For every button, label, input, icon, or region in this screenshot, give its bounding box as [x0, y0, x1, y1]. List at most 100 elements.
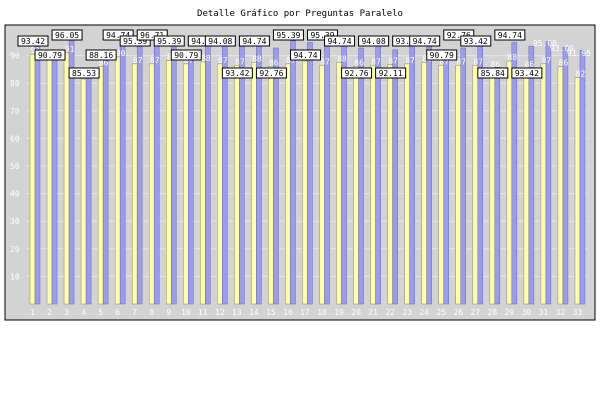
- bar-series-1: [409, 45, 415, 305]
- y-tick-label: 90: [10, 52, 20, 61]
- data-label-series-2: 86: [354, 59, 364, 68]
- data-label-series-1: 94.08: [362, 37, 386, 46]
- data-label-series-1: 94.74: [413, 37, 437, 46]
- bar-series-1: [426, 42, 432, 305]
- bar-series-2: [200, 61, 206, 305]
- bar-series-1: [153, 36, 160, 305]
- bar-series-1: [136, 40, 143, 305]
- data-label-series-2: 86: [559, 59, 569, 68]
- x-tick-label: 14: [249, 308, 259, 317]
- data-label-series-2: 87: [133, 56, 143, 65]
- data-label-series-1: 93.42: [21, 37, 45, 46]
- x-tick-label: 11: [198, 308, 208, 317]
- data-label-series-1: 95.39: [276, 31, 300, 40]
- data-label-box: [426, 49, 458, 61]
- data-label-box: [375, 67, 407, 79]
- bar-series-2: [421, 62, 427, 305]
- x-tick-label: 8: [149, 308, 154, 317]
- x-tick-label: 22: [385, 308, 395, 317]
- bar-series-1: [34, 45, 41, 305]
- data-label-box: [119, 35, 151, 47]
- data-label-series-1: 93.42: [225, 69, 249, 78]
- bar-series-2: [370, 65, 376, 305]
- data-label-series-1: 90.79: [430, 51, 454, 60]
- data-label-box: [238, 35, 270, 47]
- bar-series-2: [217, 63, 223, 305]
- bar-series-2: [80, 78, 87, 305]
- bar-series-2: [148, 63, 155, 305]
- data-label-box: [272, 29, 304, 41]
- data-label-box: [17, 35, 49, 47]
- data-label-series-2: 86: [269, 59, 279, 68]
- bar-series-1: [290, 40, 296, 305]
- bar-series-2: [455, 65, 462, 305]
- bar-series-2: [114, 56, 121, 305]
- data-label-series-2: 86: [99, 59, 109, 68]
- data-label-series-1: 92.11: [379, 69, 403, 78]
- x-tick-label: 33: [573, 308, 583, 317]
- y-tick-label: 50: [10, 162, 20, 171]
- data-label-box: [358, 35, 390, 47]
- bar-series-1: [460, 47, 467, 305]
- data-label-series-1: 85.84: [481, 69, 505, 78]
- y-tick-label: 80: [10, 79, 20, 88]
- data-label-series-1: 94.74: [293, 51, 317, 60]
- x-tick-label: 1: [30, 308, 35, 317]
- bar-series-1: [511, 42, 518, 305]
- bar-series-2: [523, 67, 530, 305]
- data-label-series-1: 94.74: [106, 31, 130, 40]
- x-tick-label: 25: [436, 308, 446, 317]
- bar-series-1: [562, 47, 569, 305]
- bar-series-1: [273, 47, 279, 305]
- data-label-series-1: 95.00: [533, 39, 557, 48]
- bar-series-2: [353, 66, 359, 305]
- data-label-series-1: 95.39: [123, 37, 147, 46]
- bar-series-1: [341, 42, 347, 305]
- y-tick-label: 60: [10, 134, 20, 143]
- bar-series-1: [222, 44, 228, 305]
- data-label-box: [136, 29, 168, 41]
- data-label-series-2: 87: [218, 56, 228, 65]
- bar-series-2: [472, 65, 479, 305]
- data-label-box: [511, 67, 543, 79]
- data-label-series-2: 87: [473, 57, 483, 66]
- bar-series-2: [404, 63, 410, 305]
- bar-series-1: [392, 49, 398, 305]
- data-label-box: [153, 35, 185, 47]
- data-label-series-2: 91: [65, 45, 75, 54]
- data-label-series-2: 87: [388, 57, 398, 66]
- bar-series-2: [46, 58, 53, 305]
- bar-series-1: [307, 42, 313, 305]
- x-tick-label: 12: [215, 308, 225, 317]
- bar-series-2: [234, 65, 240, 305]
- x-tick-label: 15: [266, 308, 276, 317]
- data-label-box: [307, 29, 339, 41]
- data-label-box: [85, 49, 117, 61]
- bar-series-1: [375, 44, 381, 305]
- bar-series-1: [545, 41, 552, 305]
- y-tick-label: 40: [10, 190, 20, 199]
- x-tick-label: 23: [402, 308, 412, 317]
- bar-series-2: [438, 65, 444, 305]
- data-label-series-2: 82: [576, 70, 586, 79]
- data-label-series-1: 90.79: [174, 51, 198, 60]
- bar-series-1: [579, 49, 586, 305]
- data-label-series-2: 87: [542, 56, 552, 65]
- x-tick-label: 3: [64, 308, 69, 317]
- data-label-series-1: 85.53: [72, 69, 96, 78]
- bar-series-2: [540, 63, 547, 305]
- data-label-box: [324, 35, 356, 47]
- data-label-series-2: 87: [405, 56, 415, 65]
- bar-series-1: [324, 40, 330, 305]
- data-label-series-2: 90: [116, 49, 126, 58]
- bar-series-1: [443, 53, 449, 305]
- data-label-series-1: 93.42: [396, 37, 420, 46]
- data-label-series-1: 91.95: [567, 49, 591, 58]
- bar-series-1: [51, 53, 58, 305]
- bar-series-1: [102, 60, 109, 305]
- data-label-series-2: 88: [201, 54, 211, 63]
- bar-series-2: [489, 67, 496, 305]
- data-label-series-1: 95.39: [310, 31, 334, 40]
- data-label-series-1: 93.42: [464, 37, 488, 46]
